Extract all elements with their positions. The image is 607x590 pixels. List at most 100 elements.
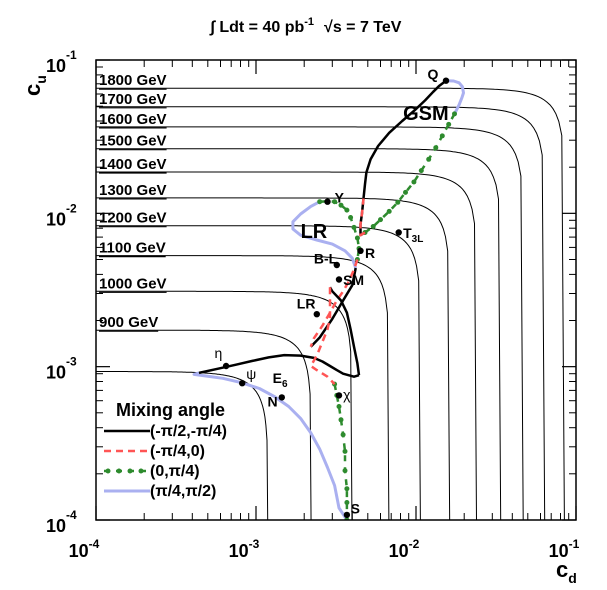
y-tick-label: 10-4: [46, 508, 77, 536]
model-label: LR: [301, 221, 328, 243]
mass-contour-7: [96, 255, 390, 520]
mass-contour-label: 1400 GeV: [99, 156, 167, 173]
legend-entry-label: (π/4,π/2): [150, 483, 216, 500]
mixing-angle-curves: [192, 79, 465, 520]
curve-gsm-segment-1: [359, 198, 366, 237]
curve-marker: [336, 404, 342, 409]
x-axis-label-sub: d: [568, 570, 577, 586]
curve-e6-segment-0: [198, 353, 360, 378]
curve-marker: [386, 208, 392, 214]
curve-marker: [411, 179, 417, 185]
mass-contour-2: [96, 126, 524, 520]
model-point--dot: [239, 380, 246, 387]
model-point-t3l-dot: [395, 229, 402, 236]
model-label: Q: [428, 66, 439, 82]
curve-e6-segment-4: [192, 371, 349, 520]
curve-marker: [342, 448, 348, 454]
mass-contour-label: 1700 GeV: [99, 91, 167, 108]
curve-marker: [342, 468, 348, 474]
y-tick-label: 10-2: [46, 201, 77, 229]
legend-entry-label: (-π/4,0): [150, 443, 205, 460]
legend: Mixing angle (-π/2,-π/4) (-π/4,0) (0,π/4) (…: [104, 400, 227, 500]
model-point-n-dot: [278, 394, 285, 401]
mass-contour-0: [96, 87, 565, 520]
plot-frame: [95, 59, 577, 521]
mass-contour-label: 1200 GeV: [99, 210, 167, 227]
model-point-s-dot: [343, 511, 351, 519]
model-point-q-dot: [442, 77, 450, 84]
x-tick-label: 10-4: [69, 537, 100, 561]
curve-lr-segment-3: [291, 200, 358, 269]
model-label: B-L: [314, 251, 338, 267]
model-label: χ: [343, 387, 351, 403]
title-luminosity: ∫ Ldt = 40 pb: [209, 19, 305, 36]
y-axis-label-sub: u: [33, 75, 49, 84]
model-point-r-dot: [357, 247, 364, 254]
curve-marker: [403, 189, 408, 195]
mass-contour-label: 1100 GeV: [99, 240, 166, 257]
model-label: S: [351, 501, 360, 517]
legend-entry-label: (0,π/4): [150, 463, 200, 480]
model-label: E6: [273, 370, 288, 390]
legend-marker: [116, 468, 122, 474]
x-tick-label: 10-3: [229, 537, 260, 561]
chart-title: ∫ Ldt = 40 pb-1 √s = 7 TeV: [209, 16, 402, 36]
curve-marker: [378, 217, 383, 223]
model-point--dot: [222, 362, 230, 370]
curve-marker: [340, 432, 346, 438]
curve-lr-segment-1: [309, 259, 359, 348]
mass-contour-1: [96, 106, 546, 520]
curve-marker: [317, 199, 323, 205]
axis-ticks: [95, 59, 577, 521]
model-label: R: [365, 245, 375, 261]
mass-contour-6: [96, 225, 421, 520]
mass-contours: [96, 87, 565, 520]
x-tick-label: 10-2: [389, 537, 420, 561]
x-axis-label: cd: [556, 557, 577, 586]
legend-marker: [127, 468, 133, 474]
curve-e6-segment-3: [333, 383, 349, 520]
model-label: Y: [335, 189, 345, 205]
curve-marker: [344, 500, 350, 505]
curve-marker: [344, 486, 350, 492]
curve-marker: [439, 133, 445, 139]
curve-gsm-segment-0: [359, 79, 447, 237]
mass-contour-labels: 1800 GeV 1700 GeV 1600 GeV 1500 GeV 1400 GeV…: [99, 72, 167, 332]
curve-lr-segment-0: [319, 199, 361, 260]
model-point-labels: Q GSM Y LR T3L R B-L SM LR η ψ E6 N χ S: [215, 66, 449, 517]
mass-contour-9: [96, 329, 312, 520]
legend-entry-label: (-π/2,-π/4): [150, 423, 227, 440]
curve-gsm-segment-3: [445, 79, 465, 115]
y-axis-label: cu: [20, 75, 49, 96]
model-point-y-dot: [324, 198, 331, 205]
curve-e6-segment-1: [328, 286, 361, 376]
model-label: T3L: [403, 225, 423, 245]
mass-contour-10: [96, 371, 269, 520]
curve-marker: [452, 111, 457, 117]
mass-contour-5: [96, 197, 451, 520]
axis-tick-labels: 10-4 10-3 10-2 10-1 10-4 10-3 10-2 10-1: [46, 48, 580, 561]
legend-title: Mixing angle: [116, 400, 225, 420]
mass-contour-label: 1600 GeV: [99, 111, 167, 128]
model-label: ψ: [246, 366, 256, 382]
curve-marker: [338, 417, 344, 423]
title-energy: √s = 7 TeV: [324, 19, 402, 36]
model-label: η: [215, 345, 223, 361]
curve-marker: [433, 145, 439, 151]
curve-marker: [426, 156, 432, 162]
title-luminosity-exponent: -1: [304, 16, 314, 28]
y-tick-label: 10-3: [46, 355, 77, 383]
curve-marker: [344, 207, 350, 213]
mass-contour-label: 1300 GeV: [99, 182, 167, 199]
curve-marker: [348, 215, 354, 220]
model-points: [222, 77, 450, 519]
mass-contour-8: [96, 290, 353, 520]
curve-marker: [354, 235, 360, 241]
model-label: LR: [297, 295, 316, 311]
mass-contour-label: 1500 GeV: [99, 133, 167, 150]
mass-contour-label: 900 GeV: [99, 314, 158, 331]
curve-marker: [370, 224, 376, 229]
legend-marker: [138, 468, 144, 474]
mass-contour-label: 1000 GeV: [99, 275, 167, 292]
